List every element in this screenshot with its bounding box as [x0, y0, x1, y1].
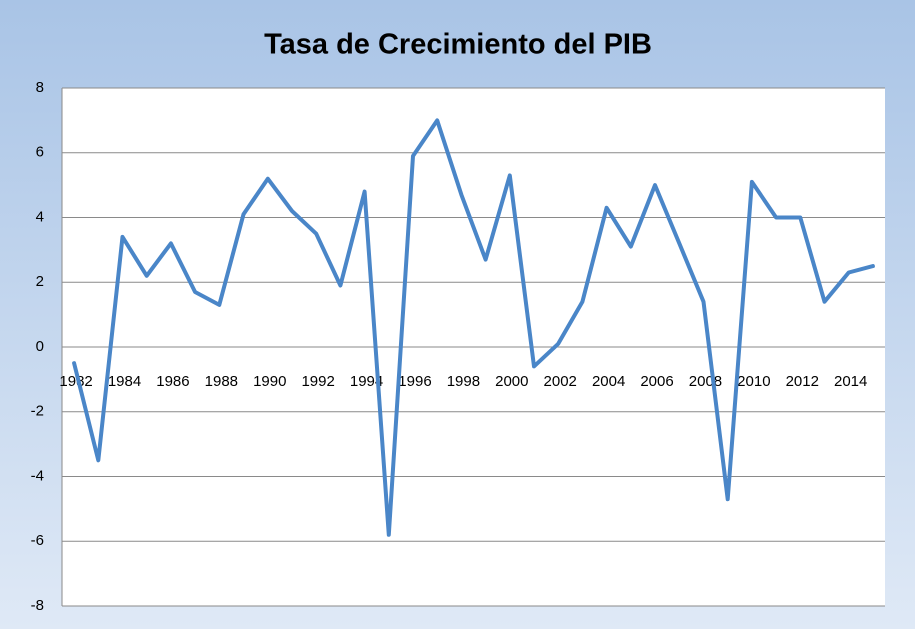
x-tick-label: 2006 [640, 373, 673, 390]
chart-title: Tasa de Crecimiento del PIB [264, 29, 652, 61]
y-tick-label: -6 [31, 532, 44, 549]
x-tick-label: 2010 [737, 373, 770, 390]
x-tick-label: 2014 [834, 373, 867, 390]
y-tick-label: 6 [36, 144, 44, 161]
x-tick-label: 2002 [544, 373, 577, 390]
x-tick-label: 1982 [59, 373, 92, 390]
x-tick-label: 1988 [205, 373, 238, 390]
y-tick-label: 4 [36, 208, 44, 225]
x-tick-label: 1996 [398, 373, 431, 390]
data-line [72, 118, 875, 537]
x-tick-label: 2008 [689, 373, 722, 390]
x-tick-label: 1992 [301, 373, 334, 390]
x-tick-label: 2004 [592, 373, 625, 390]
x-tick-label: 1994 [350, 373, 383, 390]
x-tick-label: 1990 [253, 373, 286, 390]
y-tick-label: -8 [31, 597, 44, 614]
x-tick-label: 2012 [786, 373, 819, 390]
x-tick-label: 2000 [495, 373, 528, 390]
x-tick-label: 1984 [108, 373, 141, 390]
y-tick-label: -4 [31, 467, 44, 484]
y-tick-label: 0 [36, 338, 44, 355]
y-tick-label: -2 [31, 403, 44, 420]
y-tick-label: 2 [36, 273, 44, 290]
x-tick-label: 1998 [447, 373, 480, 390]
x-tick-label: 1986 [156, 373, 189, 390]
y-tick-label: 8 [36, 79, 44, 96]
